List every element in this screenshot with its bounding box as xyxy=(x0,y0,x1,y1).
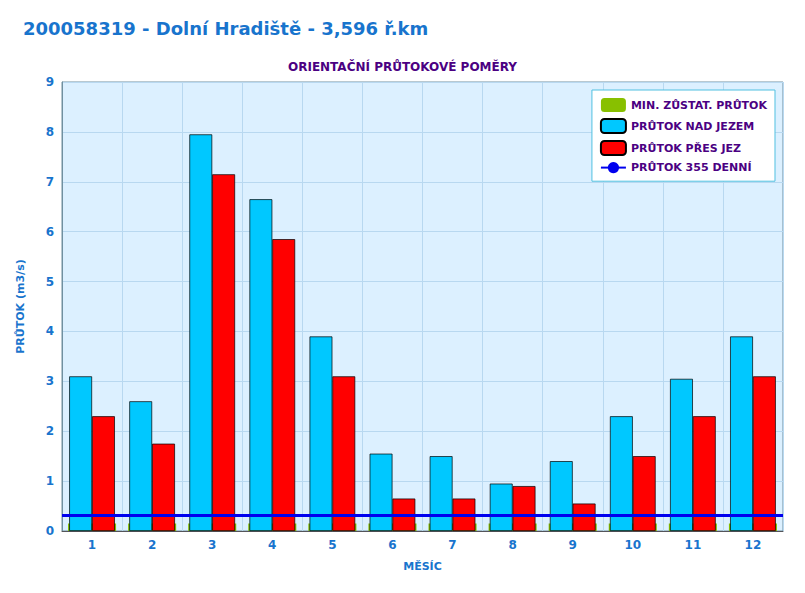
svg-text:PRŮTOK 355 DENNÍ: PRŮTOK 355 DENNÍ xyxy=(631,161,752,174)
svg-text:9: 9 xyxy=(569,538,577,552)
svg-text:PRŮTOK (m3/s): PRŮTOK (m3/s) xyxy=(14,259,27,353)
svg-text:200058319 - Dolní Hradiště - 3: 200058319 - Dolní Hradiště - 3,596 ř.km xyxy=(23,18,428,39)
svg-text:8: 8 xyxy=(508,538,516,552)
svg-text:6: 6 xyxy=(388,538,396,552)
svg-text:ORIENTAČNÍ PRŮTOKOVÉ POMĚRY: ORIENTAČNÍ PRŮTOKOVÉ POMĚRY xyxy=(288,59,517,74)
svg-text:4: 4 xyxy=(46,324,54,338)
svg-text:3: 3 xyxy=(208,538,216,552)
svg-text:MĚSÍC: MĚSÍC xyxy=(403,560,442,573)
svg-text:PRŮTOK PŘES JEZ: PRŮTOK PŘES JEZ xyxy=(631,142,741,155)
svg-text:11: 11 xyxy=(685,538,702,552)
svg-text:MIN. ZŮSTAT. PRŮTOK: MIN. ZŮSTAT. PRŮTOK xyxy=(631,99,768,112)
svg-text:1: 1 xyxy=(46,474,54,488)
svg-text:6: 6 xyxy=(46,225,54,239)
svg-text:7: 7 xyxy=(46,175,54,189)
svg-text:10: 10 xyxy=(624,538,641,552)
svg-text:8: 8 xyxy=(46,125,54,139)
svg-text:12: 12 xyxy=(745,538,762,552)
svg-text:1: 1 xyxy=(88,538,96,552)
svg-text:0: 0 xyxy=(46,524,54,538)
svg-text:2: 2 xyxy=(46,424,54,438)
svg-text:5: 5 xyxy=(46,275,54,289)
svg-text:5: 5 xyxy=(328,538,336,552)
svg-text:2: 2 xyxy=(148,538,156,552)
svg-text:7: 7 xyxy=(448,538,456,552)
svg-text:PRŮTOK NAD JEZEM: PRŮTOK NAD JEZEM xyxy=(631,120,754,133)
svg-text:3: 3 xyxy=(46,374,54,388)
svg-text:4: 4 xyxy=(268,538,276,552)
svg-text:9: 9 xyxy=(46,75,54,89)
